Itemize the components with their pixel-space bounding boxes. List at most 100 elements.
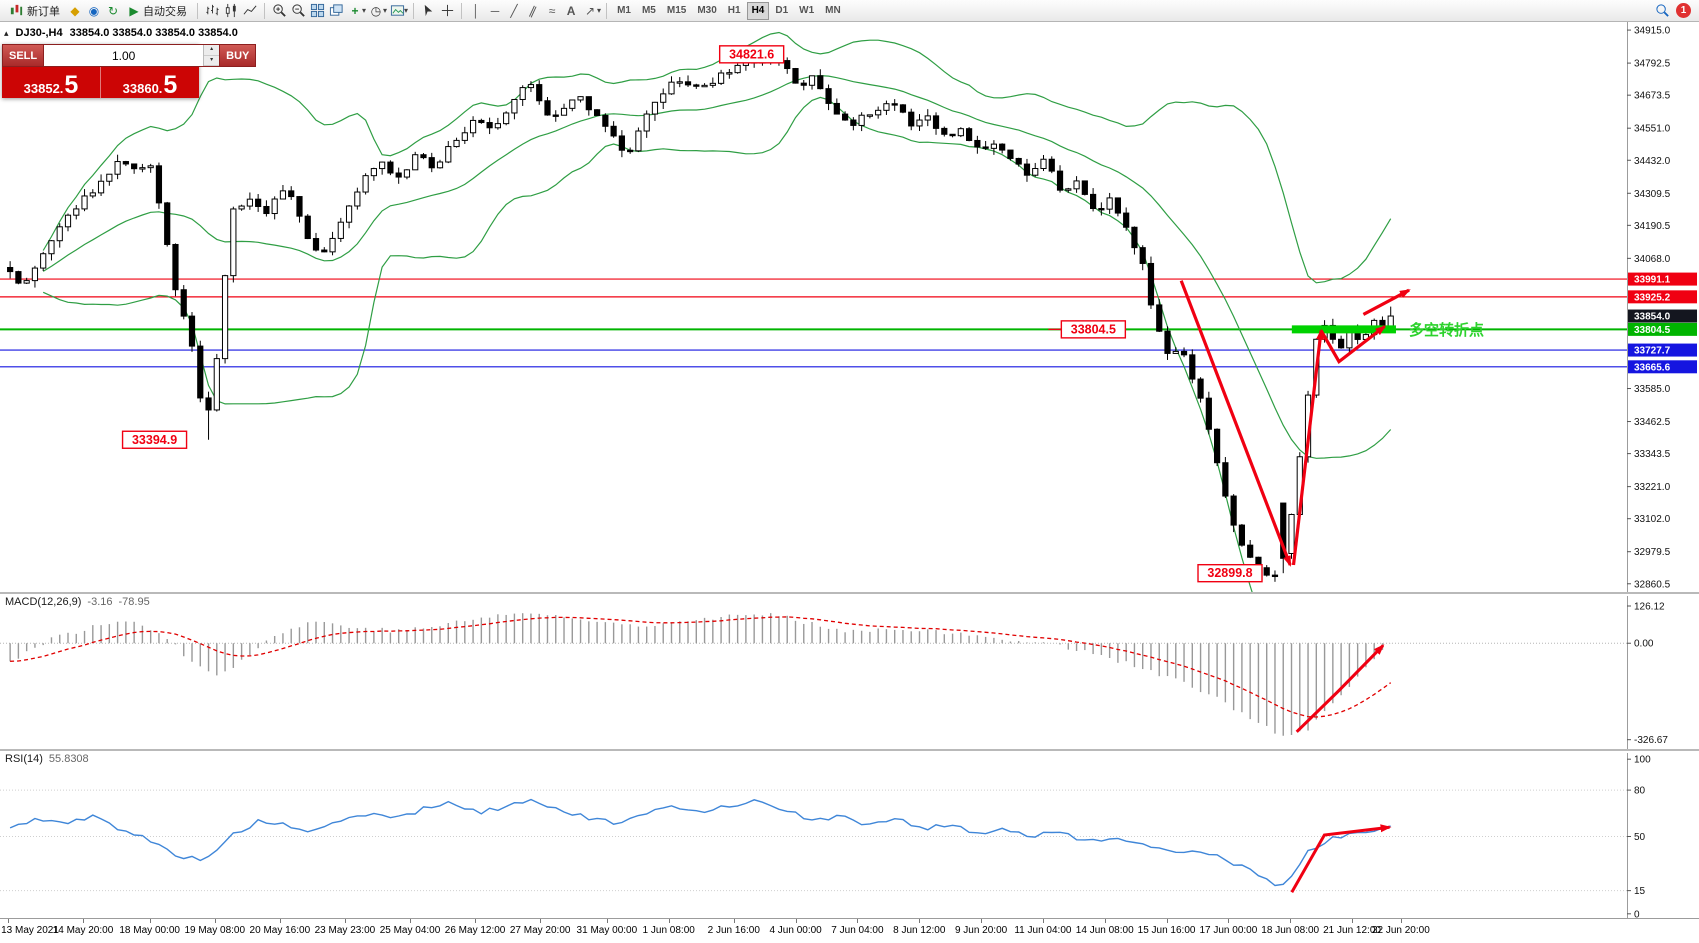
svg-text:34551.0: 34551.0: [1634, 124, 1671, 135]
zoom-in-icon[interactable]: [270, 2, 288, 20]
sell-price-big-digit: 5: [64, 71, 79, 99]
time-axis-tick: [540, 919, 542, 923]
svg-text:34915.0: 34915.0: [1634, 26, 1671, 37]
period-clock-icon[interactable]: ◷: [370, 3, 382, 18]
sell-price[interactable]: 33852. 5: [2, 67, 100, 98]
time-axis-label: 7 Jun 04:00: [831, 925, 884, 936]
new-order-icon: [10, 4, 23, 16]
svg-text:33854.0: 33854.0: [1634, 312, 1671, 323]
price-axis: 34915.0 34792.5 34673.5 34551.0 34432.0 34309…: [1627, 22, 1697, 592]
svg-text:32899.8: 32899.8: [1207, 566, 1252, 580]
main-toolbar: 新订单 ◆ ◉ ↻ ▶ 自动交易 + ▾ ◷ ▾ ▾ │ ─ ╱: [0, 0, 1699, 22]
sell-button[interactable]: SELL: [2, 44, 45, 67]
macd-header: MACD(12,26,9) -3.16 -78.95: [5, 596, 150, 608]
svg-text:33804.5: 33804.5: [1634, 325, 1671, 336]
template-icon[interactable]: [388, 2, 406, 20]
svg-text:34432.0: 34432.0: [1634, 156, 1671, 167]
svg-text:33991.1: 33991.1: [1634, 275, 1671, 286]
trendline-tool-icon[interactable]: ╱: [510, 3, 518, 18]
macd-value-signal: -78.95: [118, 596, 150, 608]
time-axis-tick: [1400, 919, 1402, 923]
macd-panel[interactable]: MACD(12,26,9) -3.16 -78.95 126.12 0.00 -32…: [0, 592, 1699, 751]
auto-trading-button[interactable]: ▶ 自动交易: [123, 1, 192, 21]
rsi-label: RSI(14): [5, 753, 43, 765]
buy-button[interactable]: BUY: [219, 44, 257, 67]
fibonacci-tool-icon[interactable]: ≈: [548, 3, 556, 18]
cursor-icon[interactable]: [419, 2, 437, 20]
price-chart-canvas[interactable]: 34821.6 33804.5 33394.9 32899.8 多空转折点 34915.0…: [0, 22, 1699, 592]
volume-input[interactable]: [44, 45, 204, 66]
chart-header: ▴ DJ30-,H4 33854.0 33854.0 33854.0 33854…: [4, 27, 238, 39]
rsi-canvas[interactable]: 100 80 50 15 0: [0, 753, 1699, 920]
timeframe-button-m5[interactable]: M5: [637, 2, 661, 20]
candlestick-mode-icon[interactable]: [222, 2, 240, 20]
trade-panel-toggle-icon[interactable]: ▴: [4, 27, 9, 38]
shapes-caret-icon[interactable]: ▾: [597, 6, 602, 15]
sell-price-main: 33852.: [23, 81, 64, 96]
text-tool-icon[interactable]: A: [566, 3, 576, 18]
timeframe-button-m15[interactable]: M15: [662, 2, 691, 20]
timeframe-button-d1[interactable]: D1: [770, 2, 793, 20]
line-chart-mode-icon[interactable]: [241, 2, 259, 20]
tile-windows-icon[interactable]: [308, 2, 326, 20]
new-order-button[interactable]: 新订单: [4, 1, 65, 21]
macd-arrow: [1295, 644, 1385, 733]
indicator-caret-icon[interactable]: ▾: [362, 6, 367, 15]
toolbar-separator: [197, 2, 198, 19]
main-chart-panel[interactable]: ▴ DJ30-,H4 33854.0 33854.0 33854.0 33854…: [0, 22, 1699, 592]
buy-price-big-digit: 5: [163, 71, 178, 99]
rsi-panel[interactable]: RSI(14) 55.8308 100 80 50 15 0: [0, 749, 1699, 920]
time-axis-tick: [795, 919, 797, 923]
volume-up-button[interactable]: ▴: [204, 45, 220, 56]
time-axis-label: 8 Jun 12:00: [893, 925, 946, 936]
volume-down-button[interactable]: ▾: [204, 55, 220, 66]
vertical-line-tool-icon[interactable]: │: [472, 3, 480, 18]
time-axis-tick: [344, 919, 346, 923]
buy-price[interactable]: 33860. 5: [100, 67, 199, 98]
svg-text:33925.2: 33925.2: [1634, 292, 1671, 303]
time-axis-tick: [214, 919, 216, 923]
timeframe-button-m30[interactable]: M30: [692, 2, 721, 20]
one-click-trading-panel: SELL ▴ ▾ BUY 33852. 5 33860. 5: [2, 44, 257, 98]
svg-text:33665.6: 33665.6: [1634, 362, 1671, 373]
time-axis-label: 17 Jun 00:00: [1199, 925, 1258, 936]
search-icon[interactable]: [1653, 2, 1671, 20]
timeframe-button-h1[interactable]: H1: [723, 2, 746, 20]
arrows-tool-icon[interactable]: ↗: [585, 3, 596, 18]
refresh-icon[interactable]: ↻: [107, 3, 119, 18]
svg-text:-326.67: -326.67: [1634, 735, 1668, 746]
cascade-windows-icon[interactable]: [327, 2, 345, 20]
time-axis[interactable]: 13 May 2021 14 May 20:00 18 May 00:00 19 Ma…: [0, 918, 1699, 943]
bar-chart-mode-icon[interactable]: [203, 2, 221, 20]
time-axis-tick: [149, 919, 151, 923]
macd-canvas[interactable]: 126.12 0.00 -326.67: [0, 596, 1699, 751]
channel-tool-icon[interactable]: ∥: [527, 2, 539, 19]
svg-text:0.00: 0.00: [1634, 639, 1654, 650]
market-icon[interactable]: ◉: [88, 3, 100, 18]
svg-text:34792.5: 34792.5: [1634, 59, 1671, 70]
svg-text:33221.0: 33221.0: [1634, 482, 1671, 493]
template-caret-icon[interactable]: ▾: [404, 6, 409, 15]
timeframe-button-mn[interactable]: MN: [820, 2, 846, 20]
time-axis-label: 11 Jun 04:00: [1014, 925, 1072, 936]
macd-histogram: [9, 613, 1392, 736]
add-indicator-icon[interactable]: +: [351, 3, 359, 18]
zoom-out-icon[interactable]: [289, 2, 307, 20]
timeframe-button-h4[interactable]: H4: [746, 1, 770, 20]
favorites-icon[interactable]: ◆: [70, 3, 80, 18]
svg-text:33585.0: 33585.0: [1634, 384, 1671, 395]
svg-text:34190.5: 34190.5: [1634, 221, 1671, 232]
crosshair-icon[interactable]: [438, 2, 456, 20]
period-caret-icon[interactable]: ▾: [383, 6, 388, 15]
notification-badge[interactable]: 1: [1676, 3, 1691, 18]
svg-text:15: 15: [1634, 886, 1646, 897]
time-axis-label: 1 Jun 08:00: [642, 925, 695, 936]
svg-text:33102.0: 33102.0: [1634, 514, 1671, 525]
time-axis-label: 31 May 00:00: [576, 925, 638, 936]
svg-text:32860.5: 32860.5: [1634, 579, 1671, 590]
symbol-period-label: DJ30-,H4: [15, 27, 63, 39]
timeframe-button-w1[interactable]: W1: [794, 2, 819, 20]
horizontal-line-tool-icon[interactable]: ─: [490, 3, 500, 18]
timeframe-button-m1[interactable]: M1: [612, 2, 636, 20]
